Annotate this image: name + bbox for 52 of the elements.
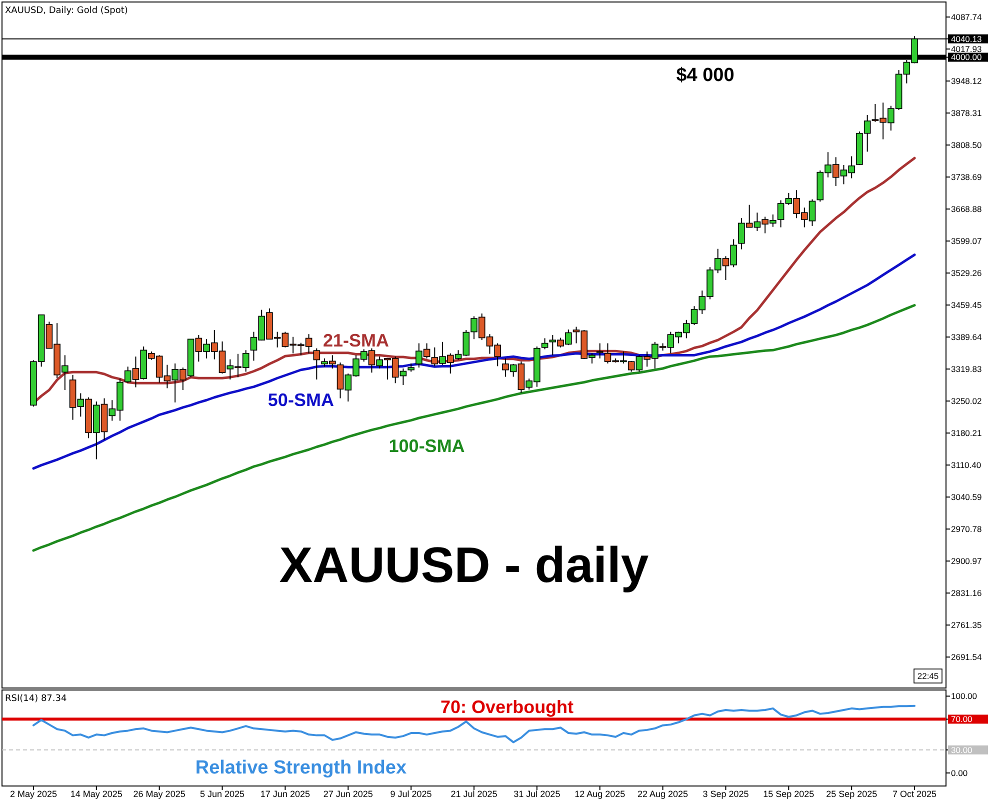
y-tick-label: 3808.50 [951,140,982,150]
x-tick-label: 3 Sep 2025 [702,789,749,799]
x-tick-label: 31 Jul 2025 [514,789,560,799]
series-label: 50-SMA [268,390,334,410]
text: XAUUSD - daily [279,537,649,593]
y-tick-label: 3180.21 [951,428,982,438]
y-tick-label: 3389.64 [951,332,982,342]
annotation: 22:45 [917,671,939,681]
x-tick-label: 26 May 2025 [133,789,186,799]
x-tick-label: 9 Jul 2025 [390,789,432,799]
y-tick-label: 3948.12 [951,76,982,86]
series-label: 100-SMA [388,436,465,456]
ref-line-label: 70: Overbought [440,697,574,718]
y-tick-label: 30.00 [951,744,973,755]
x-tick-label: 14 May 2025 [70,789,122,799]
y-tick-label: 100.00 [951,691,978,702]
y-tick-label: 3110.40 [951,460,982,470]
series-label: Relative Strength Index [195,757,407,778]
y-tick-label: 3040.59 [951,492,982,502]
y-tick-label: 0.00 [951,768,968,778]
y-tick-label: 2691.54 [951,652,982,662]
y-tick-label: 2900.97 [951,556,982,566]
y-tick-label: 3250.02 [951,396,982,406]
y-tick-label: 3529.26 [951,268,982,278]
y-tick-label: 3319.83 [951,364,982,374]
x-tick-label: 2 May 2025 [10,789,57,799]
y-tick-label: 4040.13 [951,34,982,44]
x-tick-label: 7 Oct 2025 [892,789,937,799]
y-tick-label: 3878.31 [951,108,982,118]
y-tick-label: 4017.93 [951,44,982,54]
ref-line-label: $4 000 [676,65,734,86]
y-tick-label: 3459.45 [951,300,982,310]
x-tick-label: 15 Sep 2025 [763,789,814,799]
x-tick-label: 22 Aug 2025 [638,789,688,799]
y-tick-label: 70.00 [951,714,973,724]
series-label: 21-SMA [322,330,390,350]
x-tick-label: 17 Jun 2025 [260,789,310,799]
text: XAUUSD, Daily: Gold (Spot) [5,6,128,16]
x-tick-label: 25 Sep 2025 [826,789,878,799]
x-tick-label: 12 Aug 2025 [574,789,626,799]
y-tick-label: 3668.88 [951,204,982,214]
y-tick-label: 2970.78 [951,524,982,534]
y-tick-label: 3738.69 [951,172,982,182]
y-tick-label: 4087.74 [951,12,982,22]
y-tick-label: 4000.00 [951,52,982,62]
x-tick-label: 21 Jul 2025 [450,789,498,799]
chart-title: RSI(14) 87.34 [5,694,67,704]
x-tick-label: 5 Jun 2025 [200,789,245,799]
x-tick-label: 27 Jun 2025 [323,789,373,799]
y-tick-label: 2761.35 [951,620,982,630]
y-tick-label: 2831.16 [951,588,982,598]
y-tick-label: 3599.07 [951,236,982,246]
